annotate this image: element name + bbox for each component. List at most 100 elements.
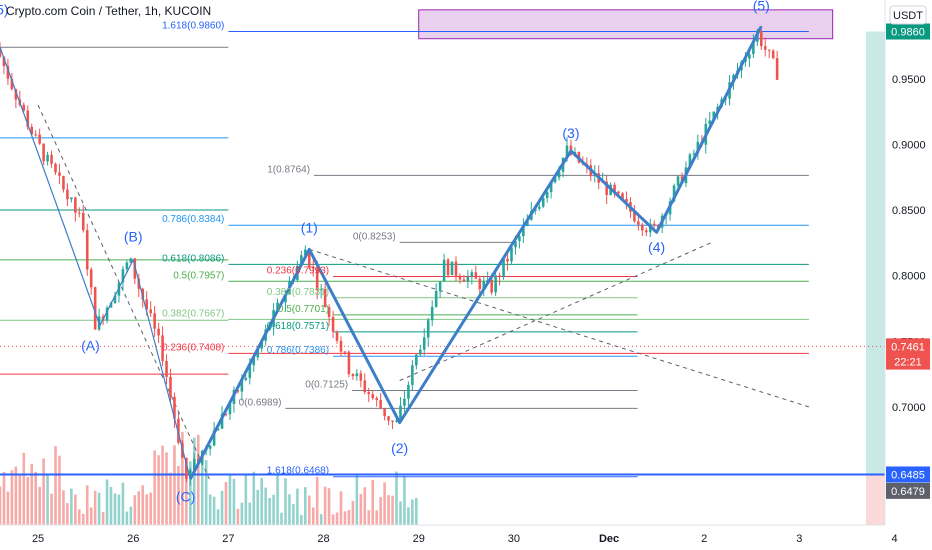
candle-body [672,185,676,202]
price-tag-label: 0.7461 [891,341,925,353]
volume-bar [300,514,303,525]
candle-body [327,307,331,318]
candle-body [10,78,14,90]
candle-body [498,275,501,277]
candle-body [510,247,513,262]
candle-body [565,145,569,158]
candle-body [454,261,458,276]
candle-body [617,191,620,194]
candle-body [335,331,339,341]
candle-body [260,340,263,349]
volume-bar [236,508,240,525]
volume-bar [14,466,18,525]
candle-body [30,126,34,135]
candle-body [323,289,327,308]
wave-label: (B) [124,229,143,245]
candle-body [676,176,680,186]
price-tick-label: 0.8500 [892,205,926,217]
candle-body [541,198,545,207]
candle-body [692,153,696,155]
candle-body [391,420,394,422]
candle-body [304,249,307,256]
candle-body [613,184,616,192]
candle-body [157,328,160,336]
volume-bar [10,470,14,525]
candle-body [208,445,212,449]
volume-bar [240,502,244,525]
volume-bar [6,491,10,525]
volume-bar [74,494,77,525]
volume-bar [268,498,271,525]
impulse-wave-line [188,25,763,480]
candle-body [220,413,224,429]
volume-bar [26,477,30,525]
candle-body [450,261,454,276]
volume-bar [304,487,307,525]
fib-level-label: 0.382(0.7831) [267,287,329,298]
volume-bar [323,486,327,525]
time-tick-label: 3 [796,533,802,545]
candle-body [462,279,466,282]
volume-bar [0,486,2,525]
candle-body [514,241,517,248]
volume-bar [276,475,279,525]
fib-level-label: 0.618(0.8086) [162,253,224,264]
time-tick-label: 26 [127,533,139,545]
candle-body [351,374,355,377]
volume-bar [200,453,204,525]
candle-body [149,309,152,314]
candle-body [109,302,113,308]
volume-bar [359,494,363,525]
candle-body [85,230,89,270]
candle-body [537,206,541,209]
candle-body [553,177,557,183]
time-tick-label: 27 [222,533,234,545]
wave-label: (1) [301,219,318,235]
price-tick-label: 0.7000 [892,402,926,414]
volume-bar [125,511,129,525]
volume-bar [70,488,73,525]
candle-body [506,258,509,262]
candle-body [6,66,10,79]
volume-bar [173,445,176,525]
volume-bar [256,489,260,525]
currency-button[interactable]: USDT [889,5,927,25]
candle-body [38,134,41,144]
volume-bar [58,455,61,525]
candle-body [625,198,628,203]
candle-body [252,357,256,366]
candle-body [426,320,430,338]
candle-body [375,398,378,400]
volume-bar [89,507,93,525]
time-tick-label: 30 [508,533,520,545]
price-tick-label: 0.8000 [892,271,926,283]
candle-body [81,212,85,231]
price-tag-label: 0.6479 [891,486,925,498]
volume-bar [351,500,355,525]
candle-body [652,223,656,226]
volume-bar [339,491,343,525]
candle-body [549,182,553,193]
candle-body [355,373,359,377]
candle-body [105,307,109,321]
wave-label: (C) [176,488,195,504]
volume-bar [101,512,105,525]
candle-body [470,272,474,277]
price-tick-label: 0.9500 [892,74,926,86]
candle-body [688,154,692,168]
time-tick-label: Dec [599,533,619,545]
price-tag-label: 22:21 [894,357,922,369]
candle-body [256,348,260,358]
candle-body [165,361,168,377]
volume-bar [212,496,216,525]
candle-body [2,56,6,67]
candle-body [367,392,371,395]
volume-bar [399,501,402,525]
candle-body [760,30,763,47]
candle-body [411,365,414,385]
volume-bar [216,509,220,525]
time-axis-background [0,525,885,550]
candle-body [641,224,644,231]
